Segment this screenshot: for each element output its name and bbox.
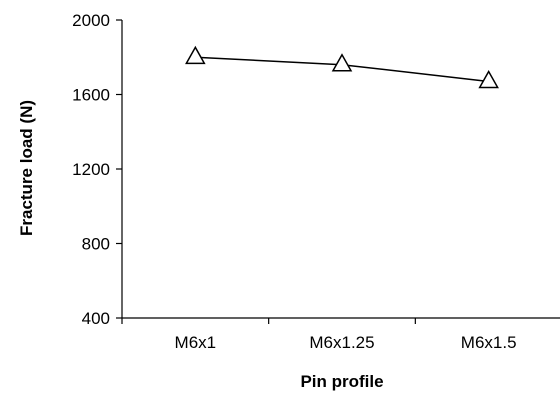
y-axis-title: Fracture load (N) <box>17 100 36 236</box>
y-axis-ticks: 400 800 1200 1600 2000 <box>72 11 122 328</box>
data-point-marker <box>478 70 499 89</box>
x-tick-label: M6x1.25 <box>309 333 374 352</box>
x-tick-label: M6x1.5 <box>461 333 517 352</box>
data-point-marker <box>331 53 353 72</box>
y-tick-label: 800 <box>82 235 110 254</box>
x-axis-title: Pin profile <box>300 372 383 391</box>
x-tick-label: M6x1 <box>175 333 217 352</box>
data-point-marker <box>185 45 206 65</box>
y-tick-label: 1200 <box>72 160 110 179</box>
x-axis-ticks: M6x1 M6x1.25 M6x1.5 <box>121 318 517 352</box>
y-tick-label: 1600 <box>72 86 110 105</box>
y-tick-label: 400 <box>82 309 110 328</box>
series-group <box>185 45 499 89</box>
y-tick-label: 2000 <box>72 11 110 30</box>
